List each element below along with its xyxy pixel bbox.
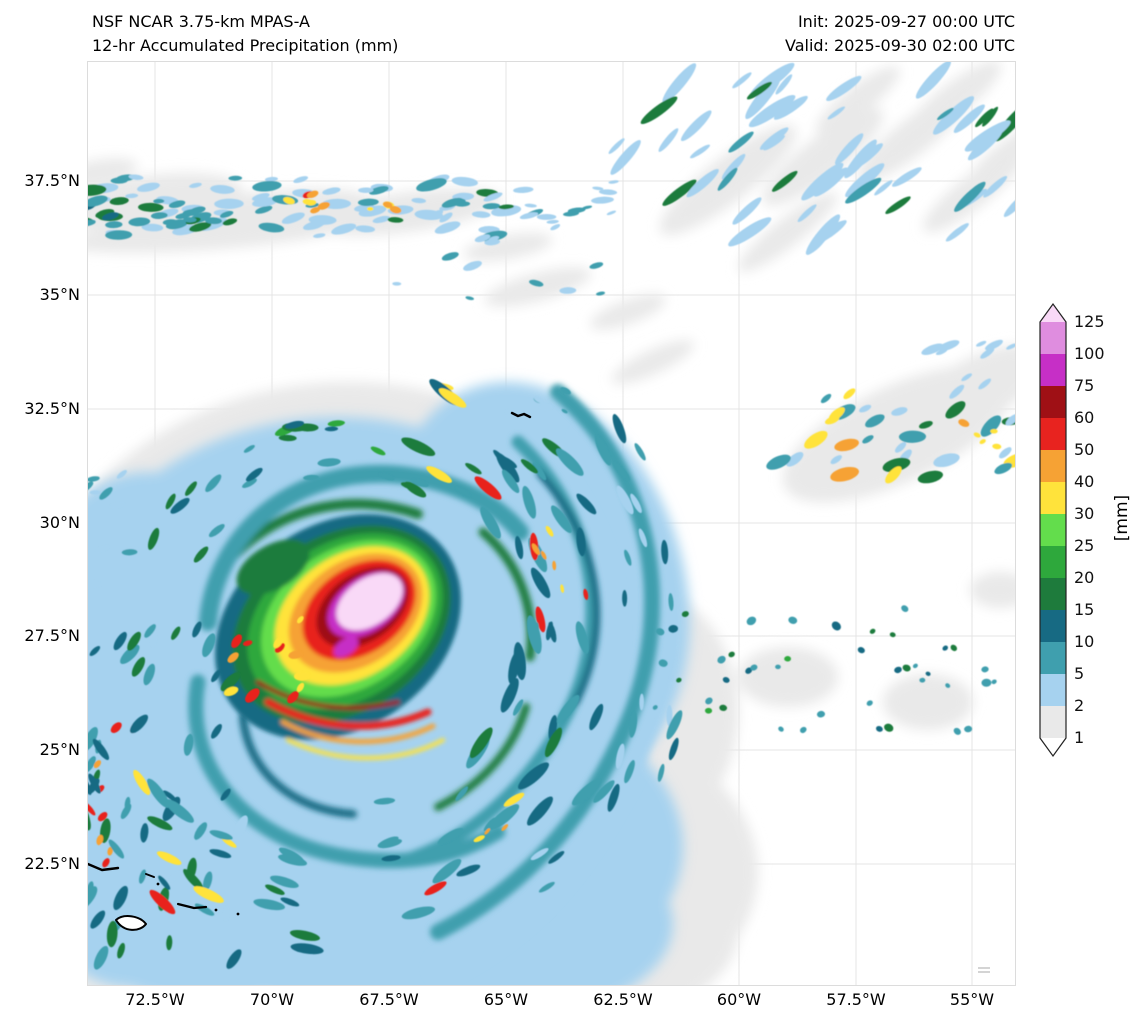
- lon-tick-label: 72.5°W: [125, 990, 185, 1009]
- map-plot-area: [87, 61, 1016, 986]
- colorbar-over-arrow: [1040, 304, 1066, 322]
- colorbar-outline: [1039, 302, 1067, 758]
- colorbar-tick-label: 10: [1074, 632, 1094, 651]
- colorbar-tick-label: 50: [1074, 440, 1094, 459]
- bermuda-coastline: [510, 411, 532, 419]
- colorbar-band: [1040, 514, 1066, 546]
- colorbar-band: [1040, 674, 1066, 706]
- colorbar-tick-label: 40: [1074, 472, 1094, 491]
- colorbar-unit-label: [mm]: [1112, 494, 1132, 542]
- colorbar-tick-label: 60: [1074, 408, 1094, 427]
- colorbar-tick-label: 5: [1074, 664, 1084, 683]
- precip-map-canvas: [88, 62, 1015, 985]
- island-outline: [115, 915, 147, 931]
- colorbar-band: [1040, 450, 1066, 482]
- lon-tick-label: 60°W: [716, 990, 762, 1009]
- valid-time: Valid: 2025-09-30 02:00 UTC: [784, 36, 1015, 55]
- colorbar-tick-label: 15: [1074, 600, 1094, 619]
- colorbar-band: [1040, 482, 1066, 514]
- colorbar-band: [1040, 610, 1066, 642]
- time-block: Init: 2025-09-27 00:00 UTC Valid: 2025-0…: [785, 10, 1015, 58]
- lon-tick-label: 57.5°W: [826, 990, 886, 1009]
- colorbar-band: [1040, 546, 1066, 578]
- colorbar-band: [1040, 642, 1066, 674]
- init-time: Init: 2025-09-27 00:00 UTC: [797, 12, 1015, 31]
- scattered-showers: [88, 62, 1015, 970]
- colorbar-band: [1040, 322, 1066, 354]
- lon-tick-label: 65°W: [483, 990, 529, 1009]
- title-block: NSF NCAR 3.75-km MPAS-A 12-hr Accumulate…: [92, 10, 398, 58]
- colorbar-band: [1040, 354, 1066, 386]
- colorbar-tick-label: 1: [1074, 728, 1084, 747]
- colorbar-tick-label: 125: [1074, 312, 1105, 331]
- colorbar-under-arrow: [1040, 738, 1066, 756]
- colorbar-band: [1040, 418, 1066, 450]
- lat-tick-label: 27.5°N: [24, 626, 80, 645]
- lat-tick-label: 35°N: [39, 285, 80, 304]
- lon-tick-label: 67.5°W: [359, 990, 419, 1009]
- product-name: 12-hr Accumulated Precipitation (mm): [92, 36, 399, 55]
- colorbar-band: [1040, 578, 1066, 610]
- colorbar-tick-label: 30: [1074, 504, 1094, 523]
- lat-tick-label: 30°N: [39, 513, 80, 532]
- lat-tick-label: 22.5°N: [24, 854, 80, 873]
- colorbar-tick-label: 2: [1074, 696, 1084, 715]
- colorbar-tick-label: 20: [1074, 568, 1094, 587]
- model-name: NSF NCAR 3.75-km MPAS-A: [92, 12, 310, 31]
- lon-tick-label: 55°W: [949, 990, 995, 1009]
- lat-tick-label: 25°N: [39, 740, 80, 759]
- watermark: [978, 967, 990, 973]
- colorbar-band: [1040, 706, 1066, 738]
- hurricane-core: [215, 514, 461, 760]
- colorbar-tick-label: 100: [1074, 344, 1105, 363]
- colorbar-tick-label: 75: [1074, 376, 1094, 395]
- coastlines: [88, 411, 532, 931]
- colorbar-tick-label: 25: [1074, 536, 1094, 555]
- lon-tick-label: 70°W: [249, 990, 295, 1009]
- lon-tick-label: 62.5°W: [593, 990, 653, 1009]
- lat-tick-label: 32.5°N: [24, 399, 80, 418]
- colorbar-band: [1040, 386, 1066, 418]
- lat-tick-label: 37.5°N: [24, 171, 80, 190]
